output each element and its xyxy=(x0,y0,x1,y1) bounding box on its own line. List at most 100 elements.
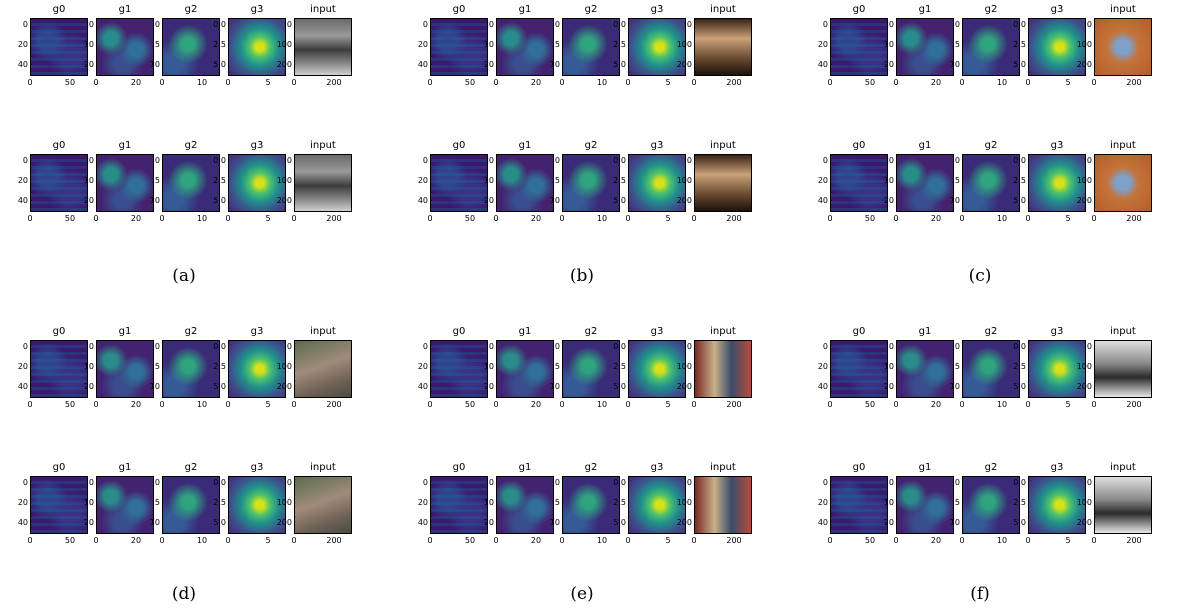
x-tick-label: 0 xyxy=(827,400,833,409)
heatmap-image xyxy=(896,476,954,534)
y-tick-label: 0.0 xyxy=(213,478,226,487)
panel-g1: g1 0 10 20 0 20 xyxy=(884,326,954,409)
panel-input: input 0 100 200 0 200 xyxy=(1077,326,1152,409)
y-tick-label: 10 xyxy=(83,498,94,507)
y-tick-label: 0 xyxy=(22,156,28,165)
panel-g3: g3 0.0 2.5 5.0 0 5 xyxy=(213,140,286,223)
x-tick-label: 0 xyxy=(1091,78,1097,87)
heatmap-image xyxy=(562,476,620,534)
panel-title: g3 xyxy=(1050,326,1064,337)
heatmap-image xyxy=(628,154,686,212)
panel-title: g2 xyxy=(584,462,598,473)
panel-g2: g2 0 5 10 0 10 xyxy=(550,462,620,545)
heatmap-image xyxy=(30,154,88,212)
input-photo xyxy=(1094,476,1152,534)
panel-g1: g1 0 10 20 0 20 xyxy=(884,140,954,223)
panel-row: g0 0 20 40 0 50 g1 0 10 20 0 20 g2 0 5 10 0 10 g3 0.0 2.5 5.0… xyxy=(18,4,392,104)
y-tick-label: 100 xyxy=(1076,498,1092,507)
y-tick-label: 10 xyxy=(149,196,160,205)
x-tick-label: 0 xyxy=(427,536,433,545)
y-tick-label: 0 xyxy=(954,342,960,351)
y-tick-label: 100 xyxy=(276,498,292,507)
panel-g1: g1 0 10 20 0 20 xyxy=(884,462,954,545)
y-tick-label: 5 xyxy=(554,498,560,507)
panel-title: g3 xyxy=(250,326,264,337)
y-tick-label: 40 xyxy=(417,382,428,391)
y-tick-label: 200 xyxy=(676,60,692,69)
x-tick-label: 10 xyxy=(996,400,1008,409)
x-tick-label: 0 xyxy=(625,78,631,87)
y-tick-label: 40 xyxy=(817,382,828,391)
y-tick-label: 20 xyxy=(417,362,428,371)
y-tick-label: 0.0 xyxy=(213,156,226,165)
panel-g3: g3 0.0 2.5 5.0 0 5 xyxy=(613,140,686,223)
x-tick-label: 0 xyxy=(225,536,231,545)
y-tick-label: 40 xyxy=(817,196,828,205)
y-tick-label: 0 xyxy=(488,478,494,487)
y-tick-label: 5 xyxy=(954,498,960,507)
x-tick-label: 50 xyxy=(464,400,476,409)
x-tick-label: 50 xyxy=(64,536,76,545)
panel-g2: g2 0 5 10 0 10 xyxy=(550,4,620,87)
heatmap-image xyxy=(628,18,686,76)
y-tick-label: 2.5 xyxy=(1013,498,1026,507)
x-tick-label: 200 xyxy=(1126,214,1142,223)
y-tick-label: 0 xyxy=(422,478,428,487)
y-tick-label: 20 xyxy=(883,196,894,205)
panel-title: g0 xyxy=(452,140,466,151)
panel-title: g2 xyxy=(984,462,998,473)
panel-title: g1 xyxy=(118,326,132,337)
x-tick-label: 0 xyxy=(159,536,165,545)
panel-title: input xyxy=(310,462,336,473)
x-tick-label: 10 xyxy=(996,536,1008,545)
panel-g2: g2 0 5 10 0 10 xyxy=(950,4,1020,87)
x-tick-label: 0 xyxy=(893,78,899,87)
y-tick-label: 20 xyxy=(483,518,494,527)
y-tick-label: 0 xyxy=(286,156,292,165)
y-tick-label: 0 xyxy=(22,20,28,29)
y-tick-label: 0 xyxy=(88,156,94,165)
y-tick-label: 20 xyxy=(883,60,894,69)
y-tick-label: 0 xyxy=(686,478,692,487)
panel-title: g2 xyxy=(984,4,998,15)
panel-title: input xyxy=(710,4,736,15)
y-tick-label: 0.0 xyxy=(213,20,226,29)
panel-input: input 0 100 200 0 200 xyxy=(677,140,752,223)
y-tick-label: 5.0 xyxy=(1013,518,1026,527)
y-tick-label: 20 xyxy=(83,518,94,527)
y-tick-label: 10 xyxy=(549,60,560,69)
y-tick-label: 0 xyxy=(422,342,428,351)
panel-title: g0 xyxy=(52,4,66,15)
panel-title: g2 xyxy=(184,4,198,15)
panel-title: g1 xyxy=(918,4,932,15)
subfigure-caption: (f) xyxy=(970,584,990,604)
x-tick-label: 0 xyxy=(159,400,165,409)
panel-g3: g3 0.0 2.5 5.0 0 5 xyxy=(1013,326,1086,409)
x-tick-label: 0 xyxy=(893,536,899,545)
panel-title: input xyxy=(1110,462,1136,473)
panel-input: input 0 100 200 0 200 xyxy=(1077,4,1152,87)
x-tick-label: 0 xyxy=(493,400,499,409)
figure-group-f: g0 0 20 40 0 50 g1 0 10 20 0 20 g2 0 5 10 0 10 g3 0.0 2.5 5.0… xyxy=(818,326,1184,616)
panel-title: input xyxy=(710,326,736,337)
x-tick-label: 0 xyxy=(493,214,499,223)
x-tick-label: 5 xyxy=(665,78,671,87)
y-tick-label: 0 xyxy=(154,478,160,487)
y-tick-label: 100 xyxy=(676,362,692,371)
y-tick-label: 0 xyxy=(822,20,828,29)
panel-g0: g0 0 20 40 0 50 xyxy=(818,4,888,87)
panel-row: g0 0 20 40 0 50 g1 0 10 20 0 20 g2 0 5 10 0 10 g3 0.0 2.5 5.0… xyxy=(418,4,792,104)
x-tick-label: 10 xyxy=(996,214,1008,223)
y-tick-label: 0 xyxy=(88,478,94,487)
y-tick-label: 200 xyxy=(276,518,292,527)
panel-title: g3 xyxy=(650,462,664,473)
heatmap-image xyxy=(228,340,286,398)
x-tick-label: 0 xyxy=(27,536,33,545)
x-tick-label: 0 xyxy=(893,214,899,223)
x-tick-label: 20 xyxy=(930,214,942,223)
y-tick-label: 5.0 xyxy=(613,196,626,205)
y-tick-label: 200 xyxy=(676,196,692,205)
figure-group-b: g0 0 20 40 0 50 g1 0 10 20 0 20 g2 0 5 10 0 10 g3 0.0 2.5 5.0… xyxy=(418,4,792,294)
panel-g3: g3 0.0 2.5 5.0 0 5 xyxy=(1013,4,1086,87)
y-tick-label: 0 xyxy=(22,342,28,351)
